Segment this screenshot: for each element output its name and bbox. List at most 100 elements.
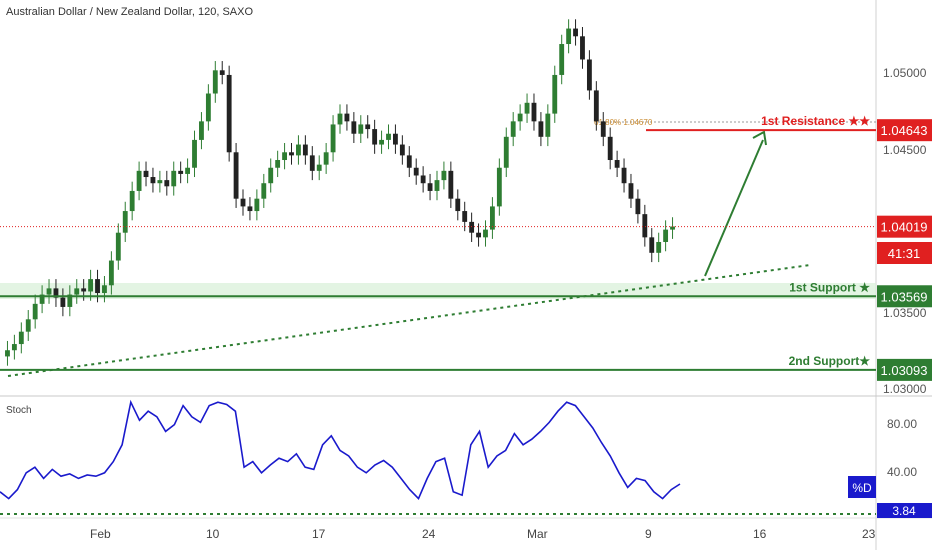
candle-body — [108, 260, 114, 286]
stoch-d-line — [0, 399, 681, 501]
candle-body — [178, 170, 184, 174]
candle-body — [53, 288, 59, 298]
candle-body — [448, 170, 454, 199]
candle-body — [282, 152, 288, 161]
candle-body — [233, 152, 239, 199]
candle-body — [81, 288, 87, 292]
x-tick-label: 9 — [645, 527, 652, 541]
x-tick-label: 24 — [422, 527, 436, 541]
stoch-tick-label: 80.00 — [887, 417, 917, 431]
candle-body — [46, 288, 52, 295]
candle-body — [517, 113, 523, 122]
level-price-label: 1.04019 — [881, 220, 928, 235]
trendline — [7, 264, 811, 377]
candle-body — [60, 297, 66, 307]
candle-body — [392, 133, 398, 145]
candle-body — [358, 124, 364, 134]
candle-body — [621, 167, 627, 184]
candle-body — [476, 232, 481, 238]
candle-body — [289, 152, 294, 156]
candle-body — [344, 113, 350, 122]
candle-body — [39, 294, 45, 304]
stochastic-line — [0, 399, 681, 501]
level-price-label: 1.03093 — [881, 363, 928, 378]
level-price-box — [877, 119, 932, 142]
candle-body — [330, 124, 336, 153]
candle-body — [441, 170, 447, 181]
candle-body — [607, 136, 613, 161]
candle-body — [586, 59, 592, 91]
candle-body — [143, 170, 149, 178]
candle-body — [365, 124, 371, 130]
level-price-label: 1.04643 — [881, 123, 928, 138]
stoch-legend-label: %D — [852, 481, 872, 495]
candle-body — [399, 144, 405, 156]
candle-body — [296, 144, 301, 156]
candle-body — [88, 279, 94, 292]
y-tick-label: 1.03500 — [883, 306, 927, 320]
candle-body — [538, 121, 544, 137]
x-tick-label: Mar — [527, 527, 548, 541]
candle-body — [164, 180, 170, 187]
candle-body — [199, 121, 204, 140]
candle-body — [420, 175, 426, 184]
candle-body — [545, 113, 551, 137]
fib-label: 61.80% 1.04670 — [594, 118, 653, 127]
candle-body — [614, 160, 620, 168]
candle-body — [670, 226, 675, 230]
candle-body — [649, 237, 655, 253]
candle-body — [95, 279, 100, 294]
candle-body — [67, 294, 73, 307]
candle-body — [316, 164, 322, 171]
stoch-value-label: 3.84 — [892, 504, 916, 518]
stoch-legend-box — [848, 476, 876, 498]
candle-body — [309, 155, 315, 171]
candle-body — [5, 350, 10, 357]
candle-body — [455, 198, 461, 212]
candle-body — [240, 198, 246, 207]
candle-body — [25, 319, 31, 332]
candle-body — [427, 183, 433, 191]
candle-body — [247, 206, 253, 212]
level-label: 1st Resistance ★★ — [761, 114, 870, 128]
candle-body — [32, 303, 38, 320]
level-price-box — [877, 285, 932, 308]
candle-body — [122, 211, 128, 233]
candle-body — [573, 28, 578, 37]
projection-arrowhead — [752, 130, 767, 146]
stoch-tick-label: 40.00 — [887, 465, 917, 479]
candle-body — [185, 167, 191, 174]
candle-body — [219, 70, 225, 75]
candle-body — [489, 206, 495, 230]
candle-body — [379, 139, 384, 145]
candle-body — [656, 241, 662, 253]
candle-body — [115, 232, 121, 261]
x-tick-label: 23 — [862, 527, 876, 541]
candle-body — [524, 102, 530, 114]
candle-body — [386, 133, 391, 140]
level-price-box — [877, 215, 932, 238]
candle-body — [102, 285, 107, 294]
candle-body — [351, 121, 357, 134]
candle-body — [261, 183, 267, 199]
y-tick-label: 1.04500 — [883, 143, 927, 157]
candle-body — [469, 221, 475, 233]
candle-body — [413, 167, 419, 176]
level-label: 1st Support ★ — [789, 280, 870, 294]
candle-body — [171, 170, 177, 187]
candle-body — [531, 102, 537, 122]
candle-body — [212, 70, 218, 94]
candle-body — [226, 74, 232, 153]
level-price-box — [877, 358, 932, 381]
candle-body — [157, 180, 163, 184]
candle-body — [205, 93, 211, 122]
candle-body — [496, 167, 502, 207]
candle-body — [11, 344, 17, 351]
x-tick-label: 10 — [206, 527, 220, 541]
candle-body — [593, 90, 599, 122]
candle-body — [323, 152, 329, 165]
symbol-title: Australian Dollar / New Zealand Dollar, … — [6, 6, 254, 18]
candle-body — [302, 144, 308, 156]
